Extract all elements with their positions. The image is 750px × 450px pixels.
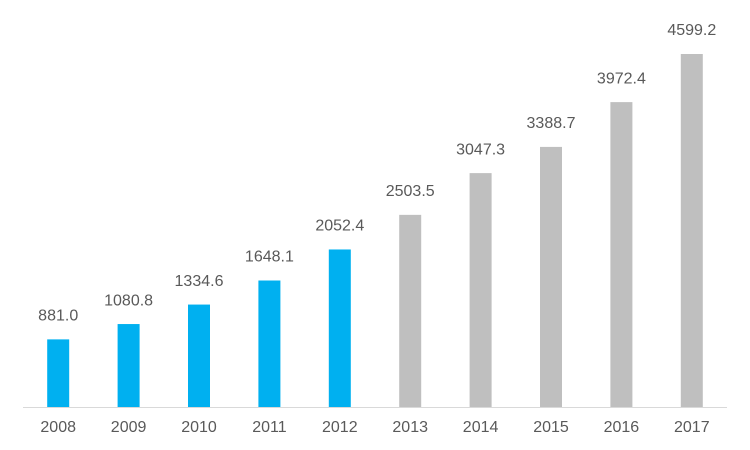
data-label: 1648.1 xyxy=(245,249,294,266)
bar xyxy=(610,102,633,407)
x-tick-label: 2016 xyxy=(604,419,640,436)
bar xyxy=(680,54,703,407)
x-tick-label: 2012 xyxy=(322,419,358,436)
bar xyxy=(540,146,562,407)
bar xyxy=(399,214,422,407)
data-label: 3047.3 xyxy=(456,141,505,158)
data-label: 3388.7 xyxy=(527,115,576,132)
bar xyxy=(258,280,281,407)
bar xyxy=(117,324,140,407)
data-label: 2052.4 xyxy=(315,218,364,235)
x-tick-label: 2009 xyxy=(111,419,147,436)
bar xyxy=(328,249,351,407)
bar xyxy=(188,304,210,407)
data-label: 4599.2 xyxy=(667,22,716,39)
data-label: 3972.4 xyxy=(597,70,646,87)
bar xyxy=(469,173,492,407)
x-tick-label: 2008 xyxy=(40,419,76,436)
x-tick-label: 2013 xyxy=(392,419,428,436)
x-tick-label: 2011 xyxy=(252,419,287,436)
data-label: 1334.6 xyxy=(175,273,224,290)
x-tick-label: 2014 xyxy=(463,419,499,436)
data-label: 881.0 xyxy=(38,308,78,325)
x-tick-label: 2010 xyxy=(181,419,217,436)
data-label: 1080.8 xyxy=(104,292,153,309)
x-tick-label: 2015 xyxy=(533,419,569,436)
x-tick-label: 2017 xyxy=(674,419,710,436)
data-label: 2503.5 xyxy=(386,183,435,200)
bar xyxy=(47,339,70,407)
